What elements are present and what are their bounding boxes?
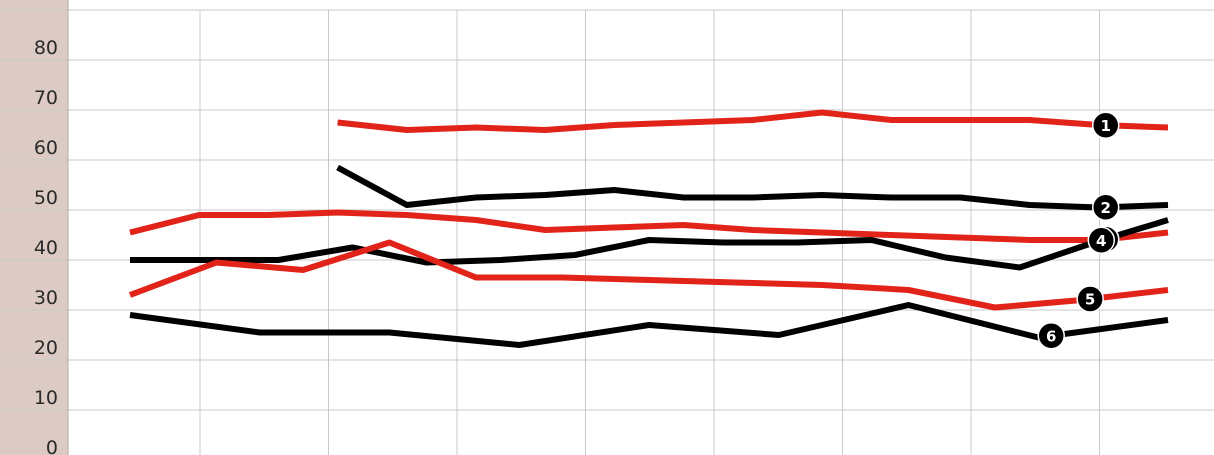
series-marker-1: 1 [1091, 111, 1120, 139]
y-tick-label: 10 [34, 387, 58, 409]
y-tick-label: 0 [46, 437, 58, 455]
series-marker-5: 5 [1076, 285, 1104, 313]
series-markers: 123456 [1037, 111, 1120, 350]
y-tick-label: 80 [34, 37, 58, 59]
y-tick-label: 50 [34, 187, 58, 209]
y-tick-label: 70 [34, 87, 58, 109]
series-marker-4: 4 [1087, 226, 1116, 254]
marker-label: 5 [1085, 291, 1095, 309]
series-line-1 [337, 109, 1169, 133]
series-line-4 [130, 217, 1169, 271]
marker-label: 4 [1096, 232, 1106, 250]
y-axis-tick-labels: 80 70 60 50 40 30 20 10 0 [34, 37, 58, 455]
y-tick-label: 60 [34, 137, 58, 159]
y-axis-band [0, 0, 68, 455]
y-tick-label: 40 [34, 237, 58, 259]
series-line-6 [129, 302, 1169, 348]
marker-circle [1076, 285, 1104, 313]
series-marker-2: 2 [1091, 193, 1120, 221]
marker-circle [1091, 193, 1120, 221]
marker-label: 2 [1101, 199, 1111, 217]
marker-label: 6 [1046, 327, 1056, 345]
marker-label: 1 [1101, 117, 1111, 135]
series-line-3 [129, 209, 1169, 243]
series-lines [128, 109, 1169, 348]
series-line-2 [336, 164, 1169, 211]
y-tick-label: 30 [34, 287, 58, 309]
y-tick-label: 20 [34, 337, 58, 359]
series-marker-6: 6 [1037, 322, 1065, 350]
marker-circle [1091, 111, 1120, 139]
marker-circle [1037, 322, 1065, 350]
marker-circle [1087, 226, 1116, 254]
series-line-5 [128, 239, 1169, 311]
